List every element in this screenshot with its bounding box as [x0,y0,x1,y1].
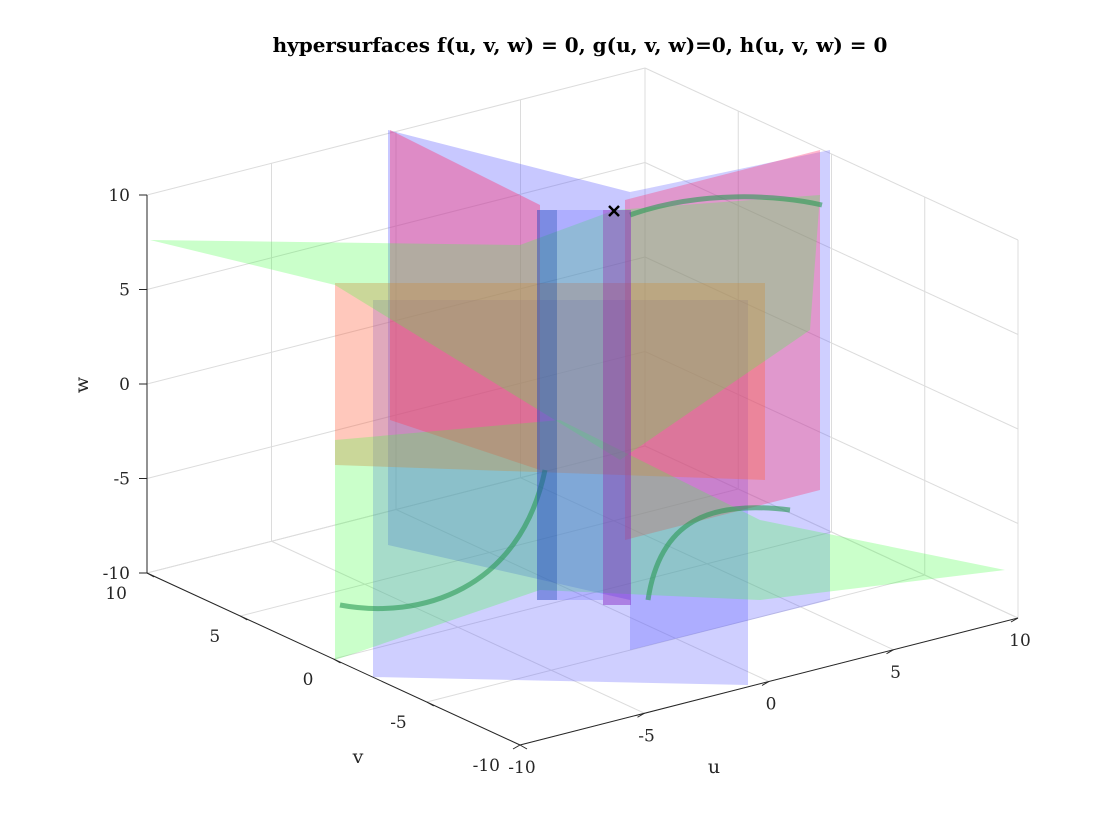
grid-line-w-back [146,256,646,385]
grid-line-w-back [146,162,646,290]
grid-line-w-side [644,256,1019,430]
surfaces-group [150,130,1005,685]
grid-line-w-back [146,67,646,196]
y-tick-mark [146,572,155,578]
grid-line-v-floor [426,574,925,703]
surface-f-wall-front [335,283,765,480]
surface-g-curve-right [645,505,791,601]
surface-tube-right [603,210,631,605]
x-tick-mark [512,744,521,750]
x-tick-mark [761,681,770,686]
y-tick-mark [240,615,248,621]
x-tick-label: 10 [1009,631,1031,651]
x-tick-mark [886,649,894,655]
grid-line-v-floor [240,488,739,617]
grid-line-w-back [146,351,646,479]
x-tick-mark [1010,617,1019,623]
y-axis-label: v [352,746,364,768]
z-tick-label: 5 [119,281,130,301]
surface-g-curve-left [339,469,548,612]
z-axis-label: w [71,376,93,393]
surface-f-wall-left [390,130,540,470]
x-tick-label: 5 [890,663,901,683]
marker-stroke [608,205,620,217]
x-tick-label: 0 [766,695,777,715]
chart-title: hypersurfaces f(u, v, w) = 0, g(u, v, w)… [273,33,888,57]
grid-line-w-side [644,445,1019,619]
x-axis-label: u [708,756,720,778]
z-tick-label: -5 [113,470,130,490]
y-tick-label: 10 [105,584,127,604]
surface-h-wall-right [630,150,830,650]
grid-line-w-side [644,67,1019,241]
grid-line-w-side [644,351,1019,524]
surface-f-wall-right [625,150,820,540]
grid-line-w-side [644,162,1019,335]
surface-tube-left [537,210,557,600]
x-tick-label: -5 [638,726,655,746]
surface-g-sheet-top [150,195,820,460]
grid-line-v-floor [333,531,832,660]
y-tick-mark [519,744,528,750]
surface-g-curve-top [629,194,823,218]
grid-line-w-back [146,445,646,574]
surface-h-wall-back [388,130,630,600]
y-tick-label: 0 [303,670,314,690]
z-tick-label: 10 [108,186,130,206]
z-tick-label: -10 [103,564,130,584]
y-tick-label: 5 [209,627,220,647]
z-tick-label: 0 [119,375,130,395]
y-tick-mark [333,658,341,664]
intersection-marker [608,205,620,217]
surface-tube-middle [557,210,603,600]
y-tick-mark [426,701,434,707]
x-tick-label: -10 [508,758,535,778]
y-tick-label: -10 [473,756,500,776]
x-tick-mark [637,712,645,718]
y-tick-label: -5 [390,713,407,733]
marker-x [608,205,620,217]
